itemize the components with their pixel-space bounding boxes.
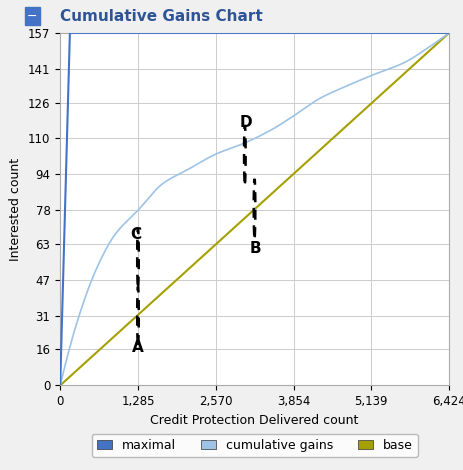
Legend: maximal, cumulative gains, base: maximal, cumulative gains, base bbox=[92, 434, 418, 457]
Text: A: A bbox=[132, 340, 144, 355]
Text: C: C bbox=[131, 227, 142, 243]
Text: −: − bbox=[27, 10, 38, 23]
Text: Cumulative Gains Chart: Cumulative Gains Chart bbox=[60, 9, 263, 24]
X-axis label: Credit Protection Delivered count: Credit Protection Delivered count bbox=[150, 414, 359, 427]
Y-axis label: Interested count: Interested count bbox=[9, 157, 22, 261]
Text: B: B bbox=[250, 241, 262, 256]
Text: D: D bbox=[240, 115, 252, 130]
